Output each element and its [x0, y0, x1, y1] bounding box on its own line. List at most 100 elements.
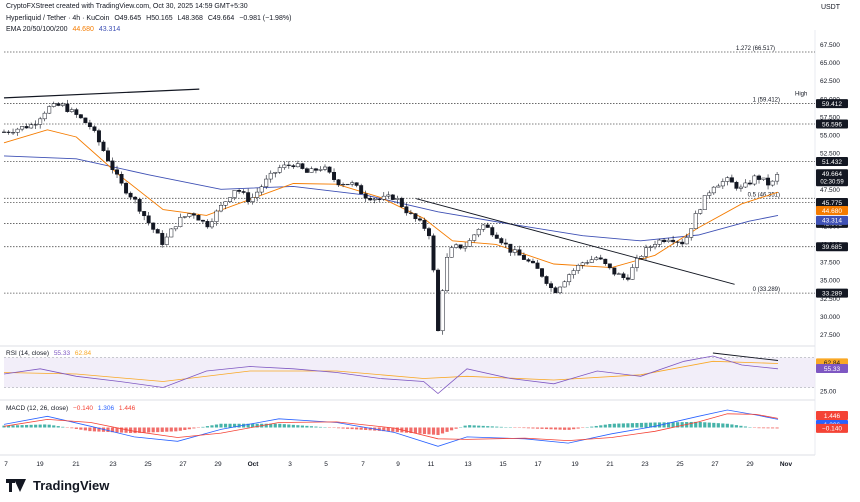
candle-down [196, 215, 201, 221]
candle-up [463, 246, 468, 249]
macd-hist-bar [61, 426, 65, 428]
y-tick-label: 55.000 [820, 133, 840, 140]
candle-down [110, 160, 115, 170]
macd-hist-bar [703, 422, 707, 428]
rsi-label[interactable]: RSI (14, close) [6, 350, 49, 357]
candle-down [74, 109, 79, 115]
macd-hist-bar [698, 421, 702, 428]
macd-hist-bar [730, 424, 734, 428]
candle-up [639, 256, 644, 259]
candle-up [164, 236, 169, 245]
candle-down [485, 224, 490, 228]
macd-hist-bar [775, 427, 779, 429]
candle-down [408, 212, 413, 214]
descending-trendline [416, 198, 735, 285]
macd-hist-bar [608, 424, 612, 428]
level-tag-bg [816, 156, 848, 166]
candle-down [377, 198, 382, 200]
macd-hist-bar [653, 422, 657, 428]
x-tick-label: 27 [179, 461, 187, 468]
candle-down [205, 221, 210, 228]
candle-down [24, 126, 29, 129]
candle-down [598, 257, 603, 260]
candle-up [467, 240, 472, 247]
candle-up [395, 198, 400, 200]
candle-down [87, 122, 92, 127]
ohlc-open: O49.645 [114, 15, 142, 22]
macd-hist-bar [214, 424, 219, 428]
candle-down [517, 249, 522, 256]
candle-down [128, 192, 133, 198]
candle-up [657, 239, 662, 245]
x-tick-label: 21 [606, 461, 614, 468]
symbol-title[interactable]: Hyperliquid / Tether · 4h · KuCoin [6, 15, 110, 22]
candle-down [607, 263, 612, 269]
level-label: 0.5 (46.351) [748, 192, 780, 198]
candle-down [96, 130, 101, 143]
ema-tag: 44.680 [822, 208, 842, 215]
candle-up [69, 109, 74, 112]
last-price-tag-bg [816, 169, 848, 187]
macd-hist-bar [56, 426, 60, 428]
macd-hist-bar [106, 427, 110, 432]
macd-hist-bar [572, 427, 576, 430]
candle-down [748, 182, 752, 185]
macd-hist-bar [639, 422, 644, 428]
candle-up [481, 224, 486, 230]
level-tag: 39.685 [822, 244, 842, 251]
candle-down [115, 169, 119, 175]
macd-label-line: MACD (12, 26, close) −0.140 1.306 1.446 [6, 405, 138, 412]
macd-hist-bar [522, 427, 526, 429]
y-tick-label: 35.000 [820, 278, 840, 285]
candle-up [228, 197, 233, 202]
macd-hist-bar [626, 423, 630, 428]
macd-hist-bar [395, 427, 399, 433]
candle-up [178, 217, 183, 227]
macd-value-2: 1.306 [97, 405, 115, 412]
macd-hist-bar [499, 426, 503, 428]
macd-hist-bar [88, 427, 92, 432]
candle-down [6, 131, 11, 133]
candle-down [124, 182, 129, 194]
level-label: 1.272 (66.517) [736, 46, 775, 52]
macd-hist-bar [187, 427, 191, 430]
candle-down [106, 150, 110, 162]
rsi-label-line: RSI (14, close) 55.33 62.84 [6, 350, 94, 357]
candle-up [630, 267, 635, 280]
macd-hist-bar [83, 427, 87, 431]
candle-up [445, 257, 450, 291]
ema-label[interactable]: EMA 20/50/100/200 [6, 26, 68, 33]
candle-down [671, 239, 676, 243]
candle-down [662, 239, 667, 242]
candle-down [494, 234, 499, 239]
candle-up [15, 128, 20, 133]
candle-down [151, 222, 156, 230]
macd-hist-bar [667, 422, 671, 428]
macd-hist-bar [526, 427, 531, 429]
macd-hist-bar [635, 423, 639, 428]
symbol-line: Hyperliquid / Tether · 4h · KuCoin O49.6… [6, 15, 294, 22]
macd-label[interactable]: MACD (12, 26, close) [6, 405, 69, 412]
x-tick-label: Oct [248, 461, 260, 468]
tradingview-footer: TradingView [6, 478, 109, 493]
macd-hist-bar [734, 425, 738, 428]
candle-up [684, 237, 689, 245]
candle-up [562, 281, 567, 288]
candle-up [725, 177, 730, 182]
last-price-tag: 49.664 [822, 171, 842, 178]
macd-hist-bar [707, 422, 711, 428]
x-tick-label: 23 [641, 461, 649, 468]
macd-hist-bar [409, 427, 413, 434]
candle-up [223, 201, 228, 206]
macd-hist-bar [377, 427, 381, 431]
candle-up [476, 229, 481, 236]
candle-down [101, 141, 106, 151]
macd-hist-bar [721, 423, 725, 428]
macd-hist-bar [251, 423, 255, 428]
macd-hist-bar [364, 427, 368, 430]
candle-down [119, 173, 124, 184]
macd-hist-bar [318, 426, 323, 428]
macd-hist-bar [558, 427, 562, 430]
candle-down [291, 165, 296, 168]
macd-hist-bar [477, 425, 481, 428]
